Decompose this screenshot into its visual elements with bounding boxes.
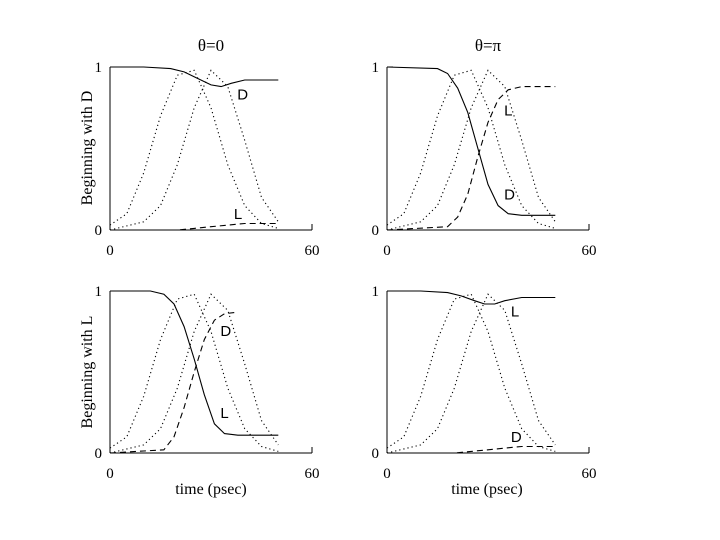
y-tick-label: 0 [95,223,103,239]
x-tick-label: 60 [305,466,320,482]
series-line-dotted [386,69,556,229]
subplot-4: 0 1 0 60 L D [372,284,597,482]
series-line-dashed [386,86,556,231]
subplot-grid: 0 1 0 60 θ=0 D L 0 1 0 60 θ=π D L 0 1 0 60 L D 0 1 0 60 L D [95,36,597,482]
x-tick-label: 0 [106,243,114,259]
series-line-solid [386,66,556,216]
curve-label: D [237,86,248,103]
y-tick-label: 0 [95,446,103,462]
series-line-solid [110,66,279,88]
xlabel-right: time (psec) [451,481,523,498]
series-line-dotted [386,69,556,231]
series-line-dashed [387,445,556,454]
y-tick-label: 1 [372,284,380,300]
series-line-dashed [109,311,238,454]
x-tick-label: 60 [582,466,597,482]
curve-label: D [511,429,522,446]
subplot-3: 0 1 0 60 L D [95,284,320,482]
series-line-dotted [109,69,279,231]
y-tick-label: 1 [372,60,380,76]
curve-label: L [504,103,512,120]
curve-label: D [220,323,231,340]
subplot-title: θ=0 [198,36,224,55]
series-line-solid [387,290,556,305]
series-line-dotted [109,293,279,452]
series-line-dotted [386,293,556,454]
y-tick-label: 0 [372,446,380,462]
series-line-dotted [109,293,279,454]
y-tick-label: 1 [95,60,103,76]
x-tick-label: 60 [305,243,320,259]
subplot-1: 0 1 0 60 θ=0 D L [95,36,320,259]
x-tick-label: 0 [383,243,391,259]
series-line-dotted [109,69,279,229]
x-tick-label: 0 [106,466,114,482]
row-label-top: Beginning with D [79,91,96,206]
subplot-title: θ=π [475,36,502,55]
curve-label: L [220,405,228,422]
y-tick-label: 0 [372,223,380,239]
series-line-solid [110,290,279,436]
row-label-bottom: Beginning with L [79,316,96,429]
x-tick-label: 0 [383,466,391,482]
curve-label: L [511,304,519,321]
x-tick-label: 60 [582,243,597,259]
series-line-dashed [110,222,279,231]
series-line-dotted [386,293,556,452]
xlabel-left: time (psec) [175,481,247,498]
subplot-2: 0 1 0 60 θ=π D L [372,36,597,259]
y-tick-label: 1 [95,284,103,300]
curve-label: L [234,206,242,223]
curve-label: D [504,187,515,204]
